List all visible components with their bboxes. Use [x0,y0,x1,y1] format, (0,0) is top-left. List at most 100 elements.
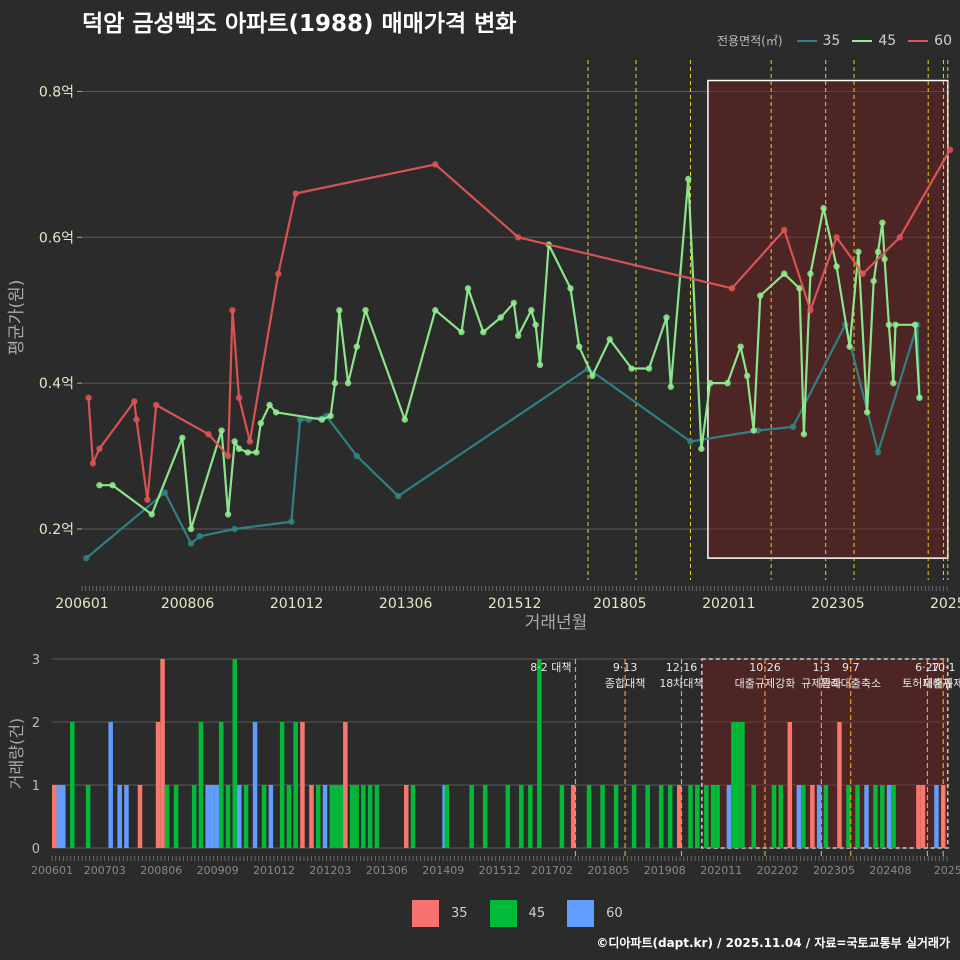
volume-bar-45 [586,785,592,848]
data-point-45 [606,336,613,343]
data-point-45 [911,321,919,328]
x-tick-label: 201012 [270,596,323,612]
data-point-45 [724,379,731,387]
chart-title: 덕암 금성백조 아파트(1988) 매매가격 변화 [82,11,517,37]
volume-bar-45 [329,785,335,848]
data-point-45 [874,248,882,256]
volume-bar-45 [519,785,524,848]
data-point-45 [890,379,897,387]
volume-bar-60 [108,722,113,848]
series-line-35 [85,323,921,559]
data-point-60 [432,161,439,168]
legend-label-35: 35 [822,32,841,49]
bar-x-tick-label: 200909 [197,864,239,877]
data-point-35 [296,416,304,423]
data-point-35 [584,365,592,372]
volume-bar-45 [225,785,231,848]
volume-bar-45 [361,785,366,848]
volume-bar-45 [482,785,488,848]
bar-y-tick-label: 1 [32,779,40,794]
y-tick-label: 0.6억 [39,230,74,246]
data-point-35 [916,394,923,401]
legend-item-60: 60 [908,33,952,49]
legend-swatch-35 [796,39,817,42]
volume-bar-45 [688,785,693,848]
data-point-45 [706,379,714,387]
volume-bar-45 [751,785,756,848]
volume-bar-45 [85,785,91,848]
data-point-45 [820,204,827,212]
policy-label: 특례대출축소 [820,677,881,690]
data-point-35 [187,540,195,547]
bar-highlight-box [701,658,949,849]
data-point-45 [96,482,103,489]
bar-y-tick-label: 2 [32,716,40,731]
volume-bar-60 [124,785,129,848]
data-point-45 [432,307,439,314]
data-point-45 [458,328,465,336]
data-point-60 [85,394,92,401]
data-point-45 [879,219,886,226]
data-point-45 [698,445,705,452]
volume-bar-45 [334,785,339,848]
y-tick-label: 0.4억 [39,376,74,392]
data-point-60 [946,146,954,153]
bar-x-tick-label: 202011 [700,864,742,877]
data-point-45 [833,263,840,270]
policy-label: 10·26 [749,661,781,674]
data-point-35 [754,427,762,434]
y-tick-label: 0.2억 [39,522,74,538]
volume-bar-45 [293,722,298,848]
data-point-45 [266,401,273,409]
volume-bar-45 [658,785,664,848]
volume-bar-45 [469,785,474,848]
volume-bar-35 [570,785,576,848]
volume-bar-45 [528,785,533,848]
data-point-45 [589,372,596,380]
volume-bar-45 [232,659,238,848]
data-point-60 [235,394,243,401]
volume-bar-45 [613,785,619,848]
volume-bar-45 [695,785,700,848]
volume-bar-60 [796,785,802,848]
volume-bar-60 [209,785,215,848]
bar-x-tick-label: 200703 [84,864,126,877]
data-point-45 [464,285,472,292]
volume-bar-35 [155,722,161,848]
data-point-35 [353,452,360,460]
y-tick-label: 0.8억 [39,84,74,100]
policy-label: 규제완화 [801,677,841,690]
data-point-60 [144,496,151,503]
volume-bar-60 [237,785,242,848]
data-point-60 [229,307,236,314]
data-point-45 [881,255,888,263]
volume-bar-60 [886,785,892,848]
policy-label: 9·7 [842,661,860,674]
bar-x-tick-label: 200806 [140,864,182,877]
data-point-45 [344,379,352,387]
data-point-60 [275,270,282,277]
data-point-35 [842,321,849,328]
volume-bar-45 [704,785,709,848]
data-point-45 [743,372,751,380]
legend-swatch-60 [908,39,929,42]
bar-x-tick-label: 201012 [253,864,295,877]
legend-item-45: 45 [852,33,896,49]
data-point-35 [83,554,90,562]
data-point-45 [148,511,155,518]
volume-bar-45 [715,785,720,848]
data-point-45 [628,365,635,372]
x-tick-label: 201512 [488,596,541,612]
volume-bar-45 [778,785,784,848]
data-point-45 [916,394,923,401]
legend-label-45: 45 [878,32,897,49]
data-point-60 [807,307,814,314]
data-point-45 [187,525,195,533]
volume-bar-45 [243,785,249,848]
data-point-45 [218,427,225,434]
y-axis-title: 평균가(원) [7,280,27,356]
volume-bar-45 [70,722,75,848]
volume-bar-60 [726,785,732,848]
data-point-35 [789,423,797,431]
bar-x-tick-label: 201805 [587,864,629,877]
